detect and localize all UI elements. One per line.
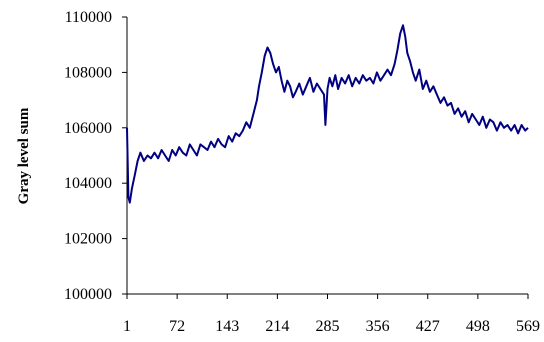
y-tick-label: 106000 [64, 120, 112, 137]
y-tick-label: 100000 [64, 286, 112, 303]
y-axis-title: Gray level sum [16, 107, 32, 204]
x-tick-label: 356 [366, 318, 390, 335]
x-tick-label: 498 [466, 318, 490, 335]
x-tick-label: 285 [316, 318, 340, 335]
x-tick-label: 214 [265, 318, 289, 335]
x-tick-label: 143 [215, 318, 239, 335]
y-tick-label: 108000 [64, 64, 112, 81]
y-tick-label: 110000 [65, 9, 112, 26]
x-axis: 1 72 143 214 285 356 427 498 569 [123, 293, 540, 335]
x-tick-label: 569 [516, 318, 540, 335]
y-tick-label: 104000 [64, 175, 112, 192]
x-tick-label: 72 [169, 318, 185, 335]
x-tick-label: 1 [123, 318, 131, 335]
y-axis: 100000 102000 104000 106000 108000 110000 [64, 9, 128, 303]
y-tick-label: 102000 [64, 231, 112, 248]
series-group [126, 24, 529, 204]
x-tick-label: 427 [416, 318, 440, 335]
series-line-0 [126, 24, 529, 204]
